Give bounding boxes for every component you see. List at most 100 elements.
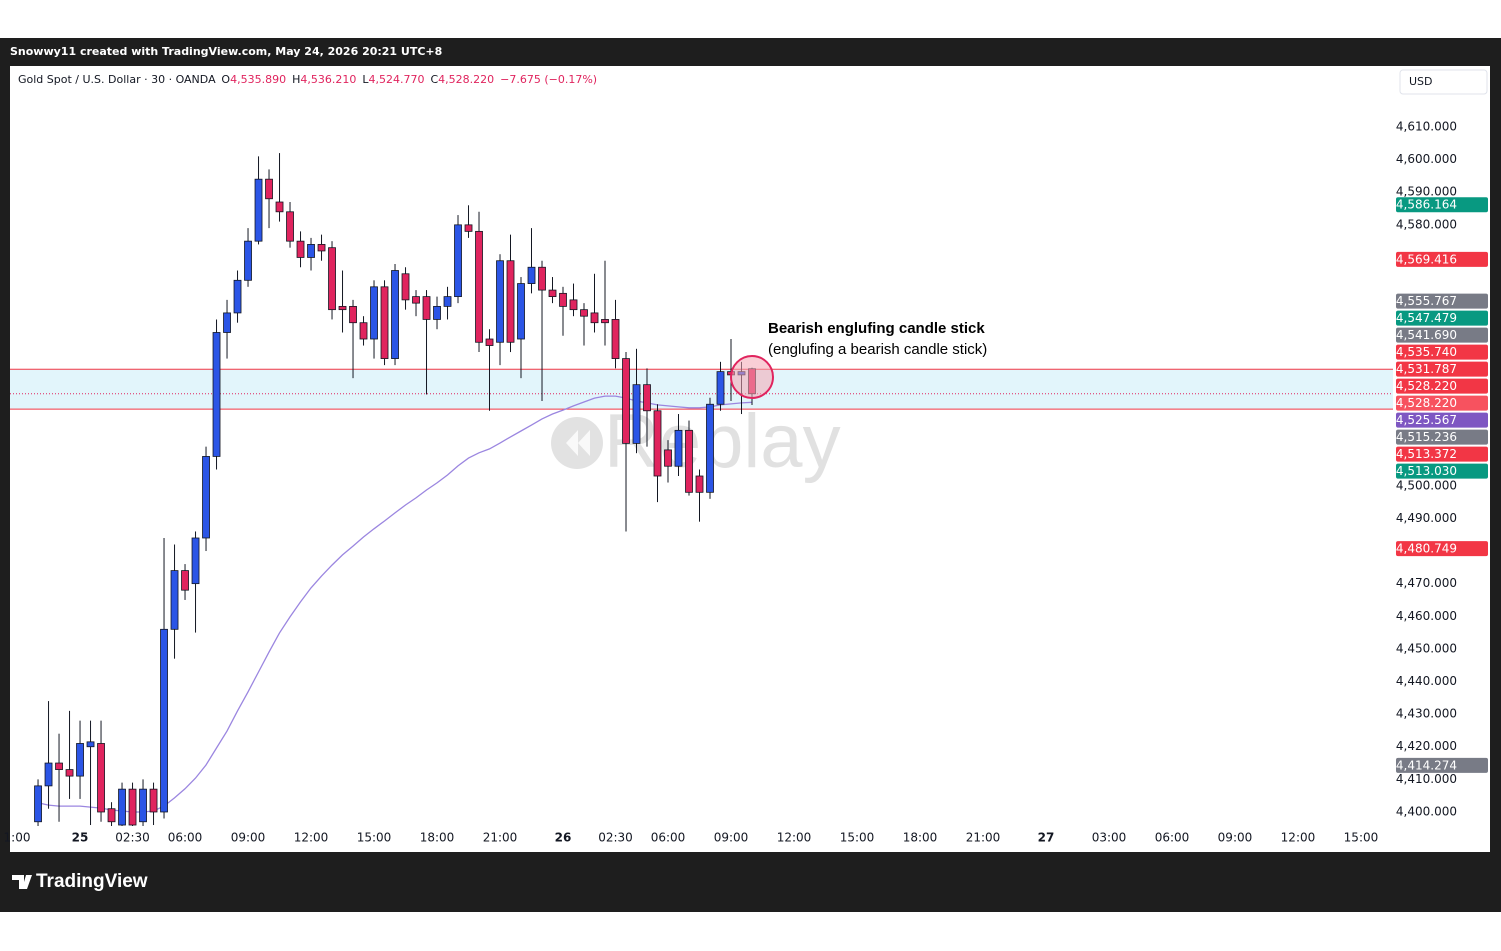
candle-body xyxy=(338,305,347,311)
x-tick-label: 09:00 xyxy=(1218,831,1253,845)
x-tick-label: 1:00 xyxy=(4,831,31,845)
candle-body xyxy=(401,273,410,301)
price-badge-label: 4,586.164 xyxy=(1396,198,1457,212)
y-tick-label: 4,580.000 xyxy=(1396,217,1457,231)
x-tick-label: 18:00 xyxy=(420,831,455,845)
price-badge xyxy=(1396,327,1488,343)
candle-body xyxy=(181,570,189,591)
watermark-text: Replay xyxy=(604,399,841,484)
legend-key: O xyxy=(221,73,230,86)
annotation-title: Bearish englufing candle stick xyxy=(768,320,985,337)
legend-value: 4,524.770 xyxy=(368,73,424,86)
candle-body xyxy=(76,743,84,777)
x-tick-label: 09:00 xyxy=(714,831,749,845)
price-badge-label: 4,528.220 xyxy=(1396,396,1457,410)
price-badge xyxy=(1396,429,1488,445)
candle-body xyxy=(443,296,452,307)
annotation-text: (englufing a bearish candle stick) xyxy=(768,341,987,358)
y-tick-label: 4,410.000 xyxy=(1396,772,1457,786)
price-badge xyxy=(1396,757,1488,773)
candle-body xyxy=(212,332,221,457)
legend-key: H xyxy=(292,73,300,86)
price-badge xyxy=(1396,412,1488,428)
replay-icon-arrows xyxy=(566,430,590,456)
price-badge-label: 4,547.479 xyxy=(1396,311,1457,325)
x-tick-label: 06:00 xyxy=(651,831,686,845)
legend-key: C xyxy=(430,73,438,86)
candle-body xyxy=(643,384,651,412)
y-tick-label: 4,590.000 xyxy=(1396,185,1457,199)
zone-layer xyxy=(10,368,1393,410)
candle-body xyxy=(559,292,567,307)
price-badge xyxy=(1396,395,1488,411)
candle-body xyxy=(44,762,53,787)
candle-body xyxy=(128,788,137,826)
x-tick-label: 12:00 xyxy=(777,831,812,845)
candle-body xyxy=(391,270,399,359)
axes-layer: 1:00 25 02:30 06:00 09:00 12:00 15:00 18:00 21:0… xyxy=(4,119,1457,844)
y-tick-label: 4,430.000 xyxy=(1396,707,1457,721)
x-tick-label: 06:00 xyxy=(1155,831,1190,845)
x-tick-label: 12:00 xyxy=(294,831,329,845)
x-tick-label: 25 xyxy=(72,831,89,845)
candle-body xyxy=(569,299,578,311)
candle-body xyxy=(286,211,294,242)
candle-body xyxy=(107,808,116,823)
y-tick-label: 4,600.000 xyxy=(1396,152,1457,166)
candle-body xyxy=(170,570,179,630)
y-tick-label: 4,450.000 xyxy=(1396,641,1457,655)
candle-body xyxy=(370,286,378,340)
x-tick-label: 26 xyxy=(555,831,572,845)
candle-body xyxy=(706,403,714,493)
candle-body xyxy=(664,449,672,467)
y-tick-label: 4,490.000 xyxy=(1396,511,1457,525)
candle-body xyxy=(485,338,494,346)
legend-value: 4,528.220 xyxy=(438,73,494,86)
candle-body xyxy=(622,358,630,444)
y-tick-label: 4,460.000 xyxy=(1396,609,1457,623)
x-tick-label: 21:00 xyxy=(483,831,518,845)
price-badge xyxy=(1396,361,1488,377)
x-tick-label: 27 xyxy=(1038,831,1055,845)
legend-key: L xyxy=(362,73,369,86)
candle-body xyxy=(296,240,305,258)
candle-body xyxy=(244,240,252,281)
candle-body xyxy=(433,305,441,320)
x-tick-label: 21:00 xyxy=(966,831,1001,845)
candle-body xyxy=(464,224,473,232)
candle-body xyxy=(265,178,273,200)
footer-logo[interactable]: TradingView xyxy=(12,871,148,892)
header-text: Snowwy11 created with TradingView.com, M… xyxy=(10,45,442,58)
candle-body xyxy=(233,279,242,314)
candle-body xyxy=(506,260,515,343)
candle-body xyxy=(527,266,536,284)
logo-mark xyxy=(12,875,32,889)
legend-value: 4,535.890 xyxy=(230,73,286,86)
candle-body xyxy=(223,312,231,333)
y-tick-label: 4,420.000 xyxy=(1396,739,1457,753)
candle-body xyxy=(632,384,641,444)
currency-box[interactable] xyxy=(1399,69,1488,95)
currency[interactable]: USD xyxy=(1409,75,1433,88)
plot-layer xyxy=(34,153,756,826)
x-tick-label: 15:00 xyxy=(1344,831,1379,845)
price-badge xyxy=(1396,293,1488,309)
watermark: Replay xyxy=(551,399,841,484)
candle-body xyxy=(496,260,504,343)
candle-body xyxy=(611,319,620,359)
x-tick-label: 02:30 xyxy=(598,831,633,845)
x-tick-label: 12:00 xyxy=(1281,831,1316,845)
candle-body xyxy=(674,429,683,467)
highlight-circle xyxy=(730,355,774,399)
price-badge xyxy=(1396,446,1488,462)
price-badges: 4,586.164 4,569.416 4,555.767 4,547.479 4,54… xyxy=(1396,197,1488,773)
candle-body xyxy=(328,247,336,311)
x-tick-label: 02:30 xyxy=(115,831,150,845)
candle-body xyxy=(97,743,105,813)
symbol: Gold Spot / U.S. Dollar · 30 · OANDA xyxy=(18,73,216,86)
price-badge xyxy=(1396,541,1488,557)
y-tick-label: 4,470.000 xyxy=(1396,576,1457,590)
candle-body xyxy=(118,788,126,826)
price-badge-label: 4,480.749 xyxy=(1396,542,1457,556)
